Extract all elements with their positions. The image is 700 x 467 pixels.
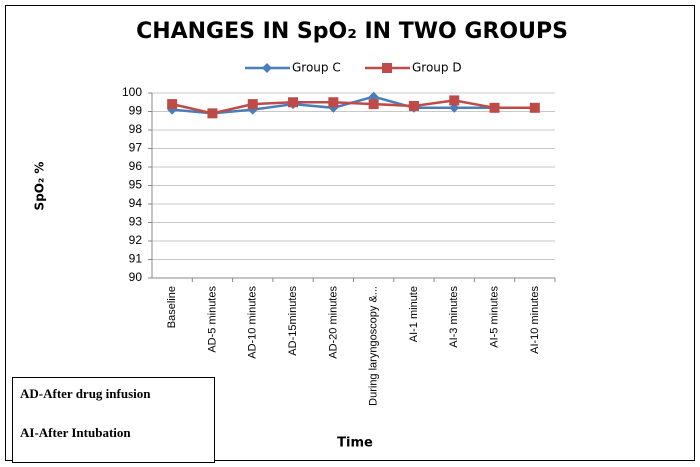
x-tick-label: AI-10 minutes <box>529 286 541 354</box>
x-tick-label: AD-10 minutes <box>247 286 259 359</box>
x-tick-label: AI-5 minutes <box>488 286 500 348</box>
y-tick-label: 91 <box>129 252 143 266</box>
marker <box>382 63 392 73</box>
y-axis-label: SpO₂ % <box>33 162 47 211</box>
y-tick-label: 95 <box>129 178 143 192</box>
annotation-box <box>12 377 215 463</box>
x-tick-label: AD-5 minutes <box>206 286 218 353</box>
marker <box>368 99 379 110</box>
legend-label: Group D <box>412 61 462 75</box>
marker <box>529 102 540 113</box>
marker <box>288 97 299 108</box>
x-axis-label: Time <box>337 436 373 451</box>
x-tick-label: AI-1 minute <box>408 286 420 342</box>
x-tick-label: AD-15minutes <box>287 286 299 356</box>
marker <box>408 100 419 111</box>
marker <box>449 95 460 106</box>
x-tick-label: Baseline <box>166 286 178 328</box>
marker <box>247 99 258 110</box>
legend-label: Group C <box>292 61 341 75</box>
marker <box>167 99 178 110</box>
chart-title: CHANGES IN SpO₂ IN TWO GROUPS <box>136 19 568 44</box>
y-tick-label: 96 <box>129 159 143 173</box>
x-tick-label: AI-3 minutes <box>448 286 460 348</box>
y-tick-label: 98 <box>129 122 143 136</box>
annotation: AI-After Intubation <box>20 425 131 440</box>
y-tick-label: 94 <box>129 196 143 210</box>
marker <box>489 102 500 113</box>
y-tick-label: 93 <box>129 215 143 229</box>
marker <box>207 108 218 119</box>
y-tick-label: 92 <box>129 233 143 247</box>
y-tick-label: 90 <box>129 270 143 284</box>
frame <box>5 5 695 461</box>
annotation: AD-After drug infusion <box>20 386 151 401</box>
y-tick-label: 100 <box>122 85 142 99</box>
x-tick-label: AD-20 minutes <box>327 286 339 359</box>
marker <box>328 97 339 108</box>
marker <box>262 63 272 73</box>
y-tick-label: 97 <box>129 141 143 155</box>
x-tick-label: During laryngoscopy &... <box>368 286 380 406</box>
series-line <box>171 99 535 115</box>
y-tick-label: 99 <box>129 104 143 118</box>
